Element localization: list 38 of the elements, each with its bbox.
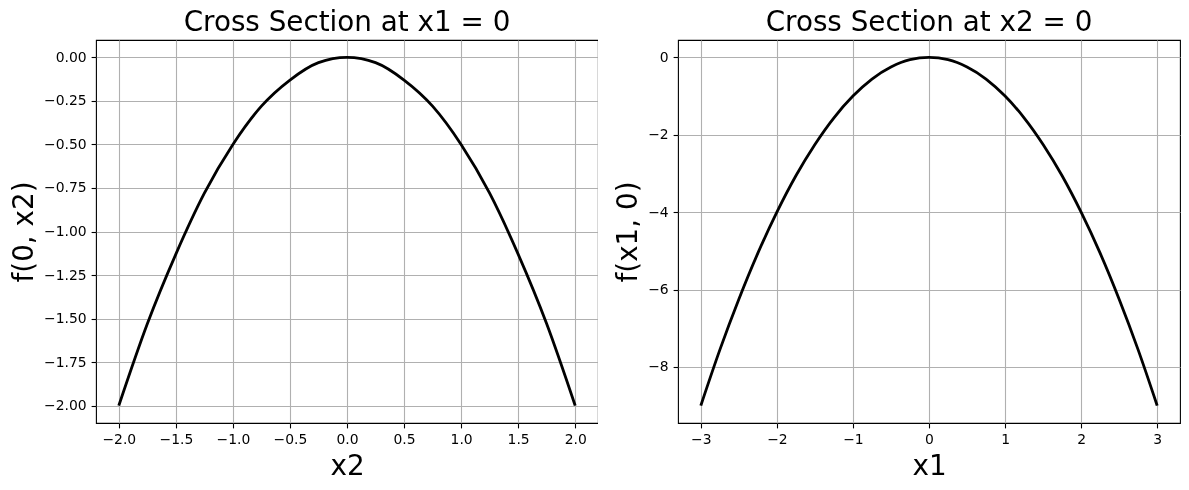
y-tick-label: −8 [648, 358, 669, 375]
y-tick-label: −1.00 [44, 223, 87, 239]
x-tick-label: −1.5 [159, 431, 194, 448]
x-tick-label: 0.0 [336, 431, 359, 448]
x-tick-label: −2.0 [102, 431, 137, 448]
y-tick-label: −0.25 [44, 92, 87, 109]
y-tick-label: −6 [648, 281, 669, 298]
y-tick-label: −0.75 [44, 179, 87, 196]
y-tick-label: −0.50 [44, 135, 87, 152]
x-tick-label: −0.5 [273, 431, 308, 448]
x-axis-title: x1 [912, 448, 947, 482]
y-tick-label: −2.00 [44, 397, 87, 414]
x-tick-label: −1.0 [216, 431, 251, 448]
y-axis-title: f(0, x2) [6, 181, 40, 283]
y-tick-label: 0 [659, 48, 669, 65]
x-tick-label: −3 [691, 431, 712, 448]
chart-title: Cross Section at x2 = 0 [765, 5, 1093, 39]
y-tick-label: −1.25 [44, 266, 87, 283]
x-tick-label: 2.0 [564, 431, 587, 448]
x-tick-label: 0.5 [393, 431, 416, 448]
x-tick-label: 3 [1153, 431, 1163, 448]
y-axis-title: f(x1, 0) [610, 181, 644, 283]
y-tick-label: −1.50 [44, 310, 87, 327]
y-tick-label: −1.75 [44, 353, 87, 370]
x-tick-label: 1.5 [507, 431, 530, 448]
x-tick-label: 2 [1077, 431, 1087, 448]
y-tick-label: −2 [648, 126, 669, 143]
y-tick-label: −4 [648, 203, 669, 220]
x-tick-label: 1.0 [450, 431, 473, 448]
x-tick-label: 1 [1001, 431, 1010, 448]
x-tick-label: 0 [925, 431, 934, 448]
y-tick-label: 0.00 [55, 48, 87, 65]
x-tick-label: −1 [843, 431, 864, 448]
x-tick-label: −2 [767, 431, 788, 448]
line-series [699, 56, 1159, 407]
chart-title: Cross Section at x1 = 0 [183, 5, 511, 39]
line-series [117, 56, 577, 407]
x-axis-title: x2 [330, 448, 365, 482]
